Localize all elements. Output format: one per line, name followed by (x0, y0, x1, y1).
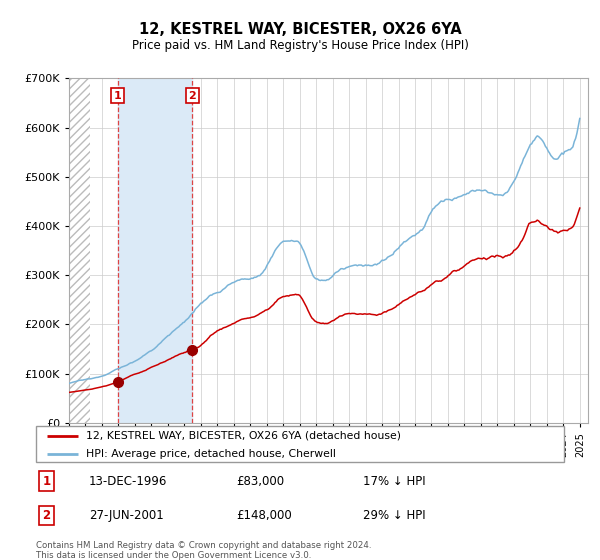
Text: 1: 1 (114, 91, 122, 101)
Text: 17% ↓ HPI: 17% ↓ HPI (364, 475, 426, 488)
Text: 13-DEC-1996: 13-DEC-1996 (89, 475, 167, 488)
Text: £83,000: £83,000 (236, 475, 285, 488)
Text: HPI: Average price, detached house, Cherwell: HPI: Average price, detached house, Cher… (86, 449, 336, 459)
Text: 12, KESTREL WAY, BICESTER, OX26 6YA: 12, KESTREL WAY, BICESTER, OX26 6YA (139, 22, 461, 38)
Text: 2: 2 (188, 91, 196, 101)
Text: 27-JUN-2001: 27-JUN-2001 (89, 509, 164, 522)
Text: 2: 2 (43, 509, 50, 522)
Text: Price paid vs. HM Land Registry's House Price Index (HPI): Price paid vs. HM Land Registry's House … (131, 39, 469, 52)
Text: 1: 1 (43, 475, 50, 488)
Text: This data is licensed under the Open Government Licence v3.0.: This data is licensed under the Open Gov… (36, 551, 311, 560)
Bar (69, 78, 91, 423)
Text: 12, KESTREL WAY, BICESTER, OX26 6YA (detached house): 12, KESTREL WAY, BICESTER, OX26 6YA (det… (86, 431, 401, 441)
Text: 29% ↓ HPI: 29% ↓ HPI (364, 509, 426, 522)
FancyBboxPatch shape (36, 426, 564, 462)
Bar (118, 78, 193, 423)
Text: £148,000: £148,000 (236, 509, 292, 522)
Text: Contains HM Land Registry data © Crown copyright and database right 2024.: Contains HM Land Registry data © Crown c… (36, 541, 371, 550)
